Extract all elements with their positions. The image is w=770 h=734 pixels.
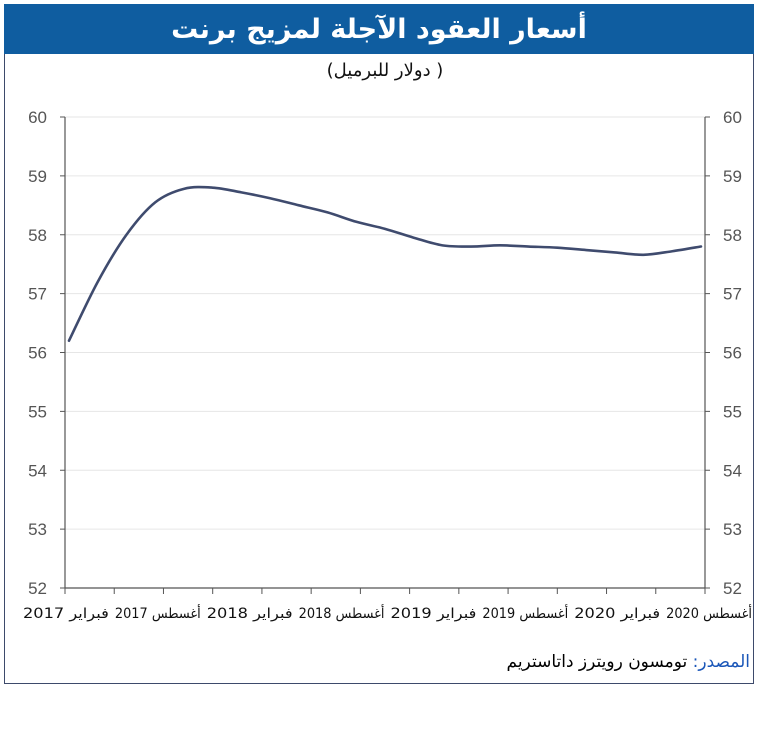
y-tick-label: 58: [723, 226, 742, 245]
chart-title: أسعار العقود الآجلة لمزيج برنت: [171, 13, 587, 45]
y-tick-label: 59: [28, 167, 47, 186]
x-tick-label: فبراير 2017: [23, 606, 109, 622]
y-axis-left-ticks: 52 53 54 55 56 57 58 59 60: [28, 108, 47, 598]
y-tick-label: 56: [28, 344, 47, 363]
y-tick-label: 52: [28, 579, 47, 598]
y-tick-label: 57: [723, 285, 742, 304]
x-tick-label: فبراير 2018: [207, 606, 293, 622]
x-tick-label: أغسطس 2020: [666, 604, 752, 622]
y-tick-label: 53: [28, 520, 47, 539]
y-tick-label: 55: [723, 402, 742, 421]
y-tick-label: 57: [28, 285, 47, 304]
y-tick-label: 56: [723, 344, 742, 363]
source-note: المصدر: تومسون رويترز داتاستريم: [507, 652, 750, 672]
y-tick-label: 52: [723, 579, 742, 598]
chart-subtitle: ( دولار للبرميل): [326, 60, 444, 81]
source-label: المصدر:: [692, 652, 750, 672]
y-axis-right-ticks: 52 53 54 55 56 57 58 59 60: [723, 108, 742, 598]
grid-lines: [65, 116, 705, 530]
axes: [60, 116, 710, 594]
x-axis-ticks: فبراير 2017 أغسطس 2017 فبراير 2018 أغسطس 20…: [23, 604, 752, 622]
x-tick-label: فبراير 2020: [574, 606, 660, 622]
x-tick-label: أغسطس 2017: [115, 604, 201, 622]
series-layer: [67, 185, 703, 343]
y-tick-label: 55: [28, 402, 47, 421]
series-line: [67, 185, 703, 343]
title-bar: أسعار العقود الآجلة لمزيج برنت: [4, 4, 754, 54]
y-tick-label: 54: [28, 461, 47, 480]
y-tick-label: 54: [723, 461, 742, 480]
source-text: تومسون رويترز داتاستريم: [506, 652, 688, 672]
y-tick-label: 53: [723, 520, 742, 539]
y-tick-label: 60: [723, 108, 742, 127]
x-tick-label: أغسطس 2019: [482, 604, 568, 622]
x-tick-label: فبراير 2019: [391, 606, 477, 622]
y-tick-label: 60: [28, 108, 47, 127]
x-tick-label: أغسطس 2018: [299, 604, 385, 622]
y-tick-label: 59: [723, 167, 742, 186]
y-tick-label: 58: [28, 226, 47, 245]
